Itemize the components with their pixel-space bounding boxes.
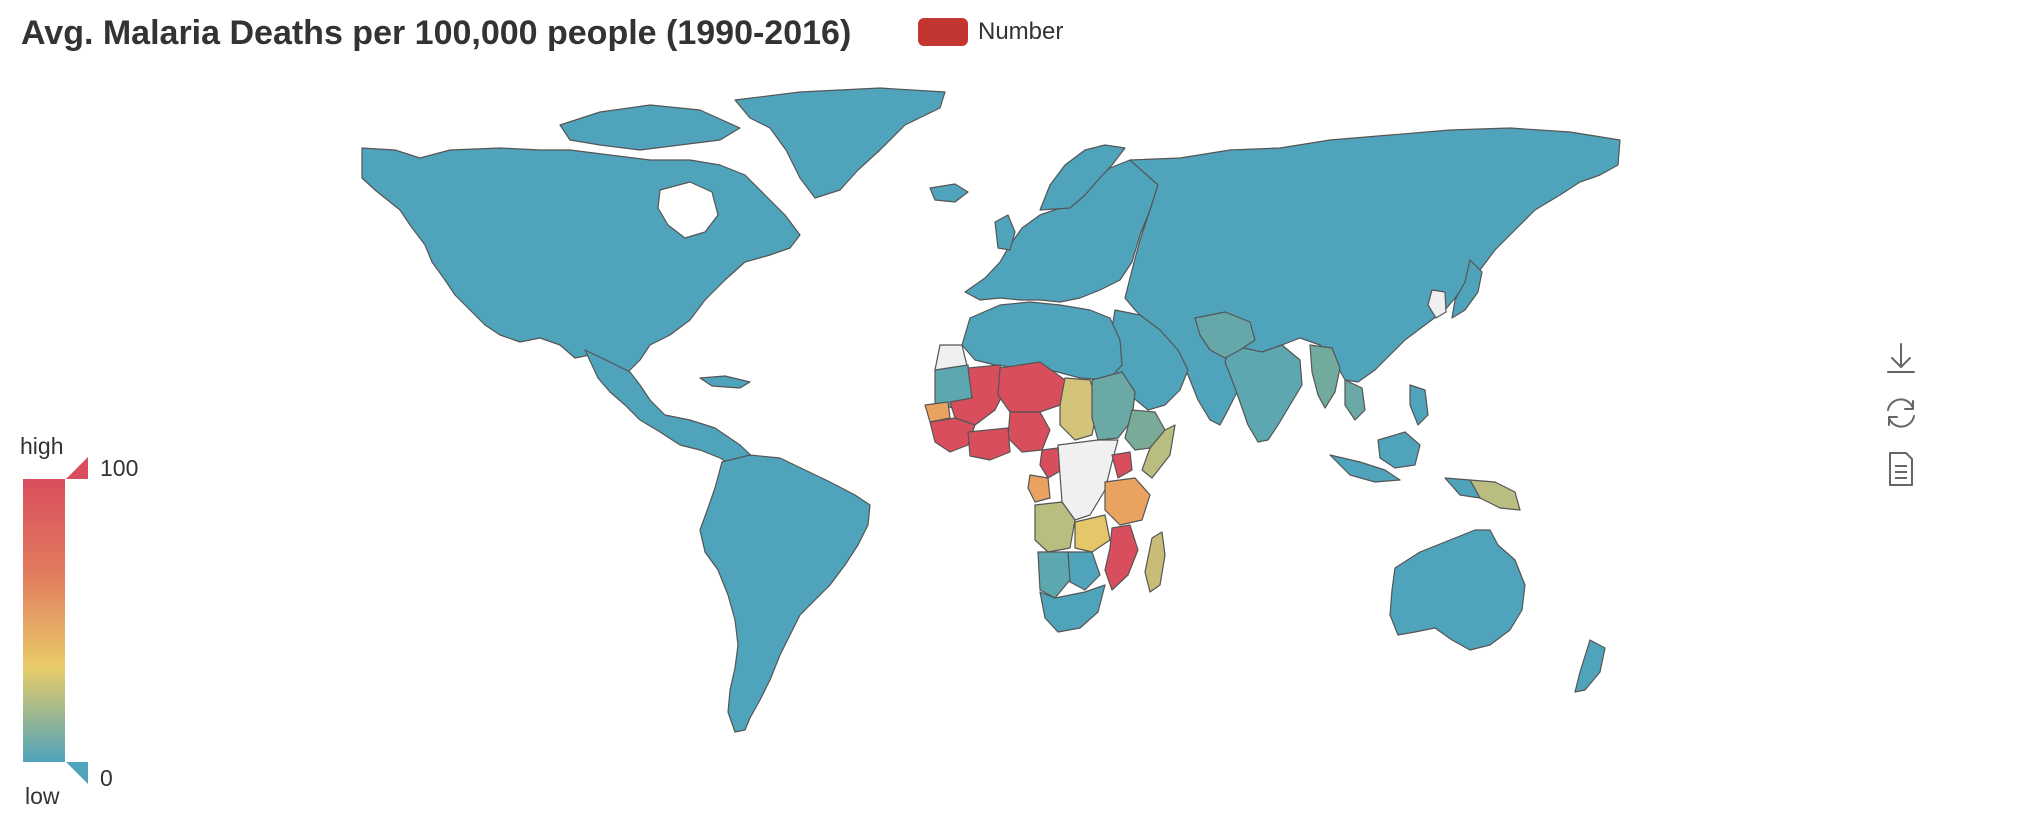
visual-map-low-text: low [25,783,60,809]
region-zambia[interactable] [1074,514,1111,553]
region-iceland[interactable] [929,183,969,203]
visual-map-min-label: 0 [100,765,113,791]
region-hudson-bay [657,181,719,239]
region-scandinavia[interactable] [1039,144,1126,211]
region-new-guinea-west[interactable] [1444,477,1481,499]
visual-map-bar[interactable] [23,479,65,762]
region-tanzania[interactable] [1104,477,1151,526]
region-cambodia[interactable] [1344,379,1366,421]
region-niger[interactable] [997,361,1066,413]
region-afghanistan-pakistan[interactable] [1194,311,1256,359]
region-guinea[interactable] [929,417,976,453]
region-south-america[interactable] [699,454,871,733]
region-north-africa[interactable] [961,301,1123,381]
download-icon[interactable] [1880,338,1922,380]
region-mozambique[interactable] [1104,524,1139,591]
region-uganda[interactable] [1111,451,1133,479]
region-cuba[interactable] [699,375,751,389]
visual-map-handle-max[interactable] [66,457,88,479]
visual-map-max-label: 100 [100,455,138,481]
visual-map-high-text: high [20,433,63,459]
region-ghana-ivory[interactable] [967,427,1011,461]
region-namibia[interactable] [1037,551,1071,599]
region-japan[interactable] [1451,259,1483,319]
region-cameroon[interactable] [1039,447,1063,479]
legend-label: Number [978,18,1064,45]
legend-item-number[interactable]: Number [918,18,1063,46]
region-new-zealand[interactable] [1574,639,1606,693]
region-india[interactable] [1224,344,1303,443]
region-sudan[interactable] [1091,371,1136,441]
region-canada-islands[interactable] [559,104,741,151]
region-indonesia[interactable] [1329,454,1401,483]
legend-swatch [918,18,968,46]
visual-map-handle-min[interactable] [66,762,88,784]
chart-title: Avg. Malaria Deaths per 100,000 people (… [21,14,852,52]
region-madagascar[interactable] [1144,531,1166,593]
region-gabon[interactable] [1027,474,1051,503]
region-philippines[interactable] [1409,384,1429,426]
region-kenya[interactable] [1141,424,1176,479]
region-korea[interactable] [1427,289,1447,319]
region-central-africa[interactable] [1057,439,1119,521]
region-greenland[interactable] [734,87,946,199]
data-view-icon[interactable] [1880,448,1922,490]
region-senegal[interactable] [924,401,951,423]
region-uk[interactable] [994,214,1016,251]
refresh-icon[interactable] [1880,392,1922,434]
region-myanmar[interactable] [1309,344,1341,409]
region-botswana[interactable] [1067,551,1101,591]
region-australia[interactable] [1389,529,1526,651]
region-angola[interactable] [1034,501,1076,553]
region-chad[interactable] [1059,377,1099,441]
region-borneo[interactable] [1377,431,1421,469]
region-south-africa[interactable] [1039,584,1106,633]
